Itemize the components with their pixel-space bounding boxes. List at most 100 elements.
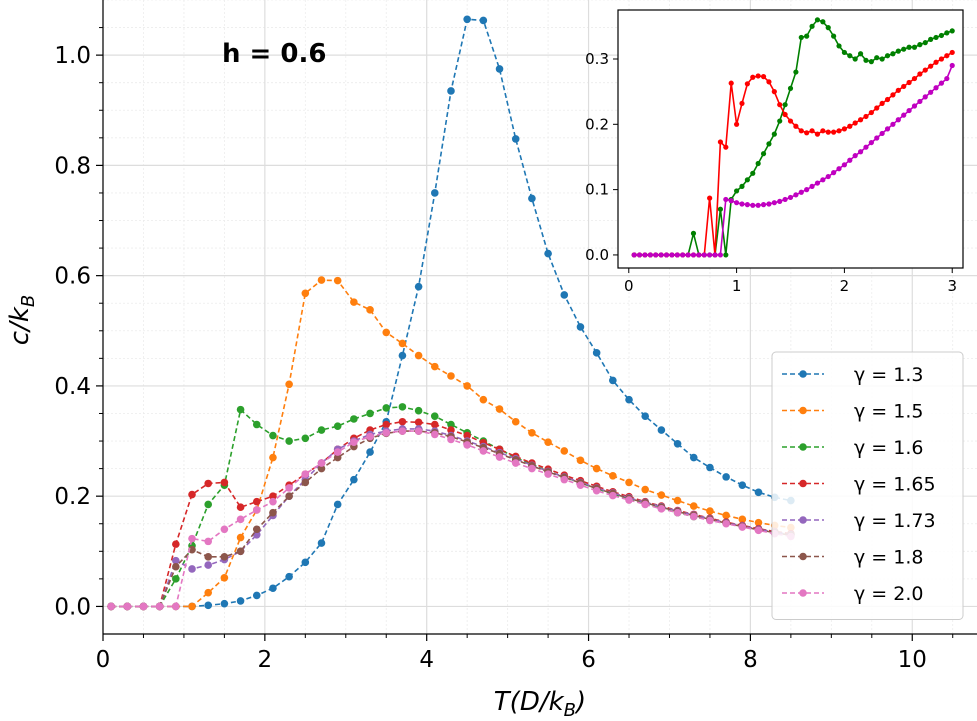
data-point [479, 16, 488, 25]
series-6 [107, 427, 795, 611]
data-point [447, 426, 455, 434]
inset-y-tick-label: 0.1 [585, 181, 609, 199]
data-point [754, 518, 763, 527]
data-point [511, 459, 520, 467]
data-point [398, 339, 407, 348]
inset-data-point [895, 117, 901, 123]
inset-data-point [798, 128, 804, 134]
data-point [560, 447, 569, 455]
inset-data-point [847, 157, 853, 163]
inset-data-point [879, 100, 885, 107]
inset-data-point [777, 198, 783, 204]
data-point [609, 471, 617, 480]
inset-data-point [733, 200, 740, 206]
main-ticks: 0 2 4 6 8 100.00.20.40.60.81.0 [54, 27, 954, 673]
data-point [269, 584, 277, 593]
data-point [236, 597, 245, 605]
inset-data-point [938, 80, 945, 86]
inset-data-point [766, 141, 772, 147]
data-point [641, 485, 650, 494]
inset-data-point [949, 49, 955, 56]
data-point [172, 575, 180, 583]
data-point [236, 533, 245, 542]
legend-item: γ = 1.3 [782, 364, 923, 386]
data-point [706, 516, 714, 525]
legend-label: γ = 1.65 [854, 474, 936, 496]
legend-swatch-marker [799, 406, 807, 415]
inset-data-point [928, 36, 934, 42]
data-point [382, 328, 391, 337]
inset-data-point [787, 194, 794, 201]
inset-data-point [911, 103, 918, 109]
inset-data-point [852, 153, 858, 159]
inset-data-point [863, 57, 869, 63]
inset-data-point [642, 252, 648, 258]
inset-data-point [922, 40, 928, 46]
inset-y-tick-label: 0.3 [585, 50, 609, 68]
inset-data-point [820, 19, 826, 25]
data-point [317, 539, 326, 547]
inset-data-point [777, 102, 783, 108]
inset-data-point [631, 252, 637, 258]
data-point [366, 448, 374, 456]
data-point [560, 291, 569, 299]
data-point [657, 426, 666, 434]
inset-data-point [857, 117, 864, 123]
data-point [252, 420, 261, 429]
inset-data-point [874, 55, 880, 61]
data-point [479, 447, 488, 455]
inset-data-point [653, 252, 659, 258]
data-point [544, 249, 552, 258]
data-point [317, 459, 326, 467]
inset-data-point [814, 180, 821, 186]
data-point [333, 500, 342, 509]
y-tick-label: 0.0 [54, 594, 91, 620]
inset-data-point [895, 48, 901, 54]
inset-data-point [723, 144, 729, 150]
data-point [576, 481, 585, 489]
data-point [414, 282, 423, 291]
data-point [220, 599, 229, 608]
data-point [350, 475, 358, 484]
inset-data-point [717, 252, 724, 258]
data-point [350, 415, 358, 423]
inset-background [618, 10, 963, 268]
y-tick-label: 0.4 [54, 374, 91, 400]
data-point [528, 464, 536, 473]
inset-data-point [863, 113, 869, 120]
inset-data-point [884, 126, 891, 132]
inset-data-point [890, 51, 896, 57]
data-point [414, 351, 423, 360]
data-point [592, 349, 601, 357]
data-point [252, 497, 261, 506]
data-point [285, 380, 293, 389]
data-point [414, 406, 423, 415]
data-point [204, 588, 213, 597]
data-point [673, 440, 682, 448]
inset-data-point [928, 63, 934, 69]
data-point [269, 508, 277, 517]
inset-data-point [647, 252, 653, 258]
inset-data-point [793, 69, 799, 75]
legend-swatch-marker [799, 479, 807, 488]
inset-data-point [787, 118, 794, 124]
data-point [495, 453, 504, 461]
x-tick-label: 8 [743, 647, 758, 673]
data-point [155, 602, 164, 611]
data-point [625, 496, 633, 504]
inset-data-point [863, 144, 869, 150]
data-point [689, 453, 698, 462]
data-point [382, 404, 391, 412]
data-point [269, 497, 277, 506]
inset-data-point [728, 198, 734, 204]
data-point [285, 492, 293, 500]
data-point [204, 553, 213, 561]
x-tick-label: 2 [258, 647, 273, 673]
inset-data-point [825, 25, 831, 31]
inset-data-point [922, 94, 928, 100]
data-point [285, 437, 293, 445]
inset-data-point [777, 118, 783, 124]
data-point [317, 426, 326, 434]
data-point [252, 525, 261, 534]
inset-data-point [901, 46, 907, 52]
